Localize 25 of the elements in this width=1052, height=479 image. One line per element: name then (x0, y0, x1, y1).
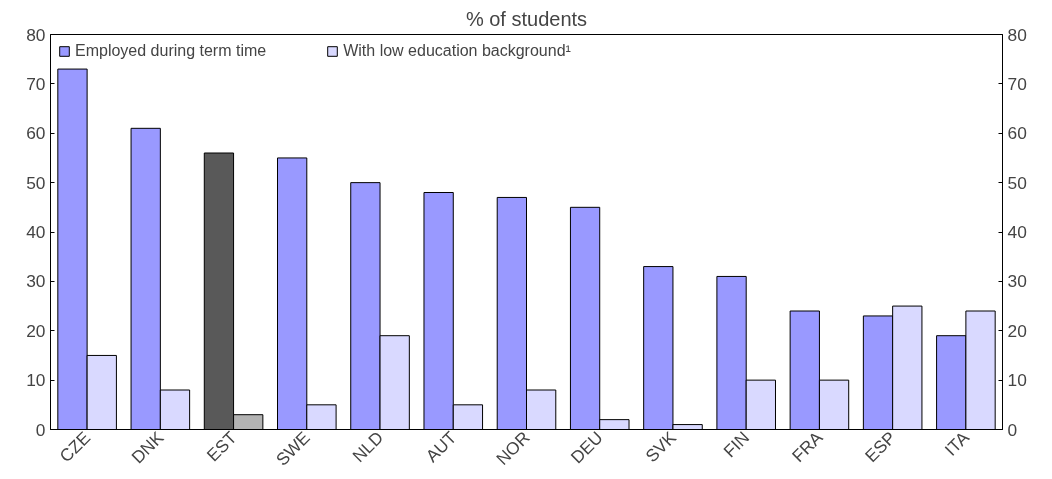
y2-tick-label: 40 (1007, 222, 1027, 242)
y-tick-label: 30 (26, 271, 46, 292)
y2-tick-label: 20 (1007, 320, 1027, 341)
y2-tick-label: 60 (1007, 123, 1027, 144)
y2-tick-label: 10 (1007, 370, 1027, 391)
legend-label: With low education background¹ (343, 42, 571, 60)
y-tick-label: 80 (26, 24, 46, 45)
x-tick-label: NLD (348, 427, 388, 467)
y-tick-label: 60 (26, 123, 46, 144)
x-tick-label: FRA (787, 427, 827, 467)
y-tick-label: 10 (26, 370, 46, 391)
legend-label: Employed during term time (75, 42, 267, 60)
y-tick-label: 0 (35, 419, 46, 440)
y-tick-label: 50 (26, 172, 46, 193)
x-tick-label: ITA (940, 427, 974, 460)
y2-tick-label: 50 (1007, 172, 1027, 193)
chart-title: % of students (465, 7, 588, 30)
y-tick-label: 70 (26, 73, 46, 94)
y2-tick-label: 30 (1007, 271, 1027, 292)
y2-tick-label: 0 (1007, 419, 1018, 440)
x-tick-label: FIN (719, 427, 754, 462)
y2-tick-label: 70 (1007, 73, 1027, 94)
y-tick-label: 40 (26, 222, 46, 242)
y2-tick-label: 80 (1007, 24, 1027, 45)
y-tick-label: 20 (26, 320, 46, 341)
